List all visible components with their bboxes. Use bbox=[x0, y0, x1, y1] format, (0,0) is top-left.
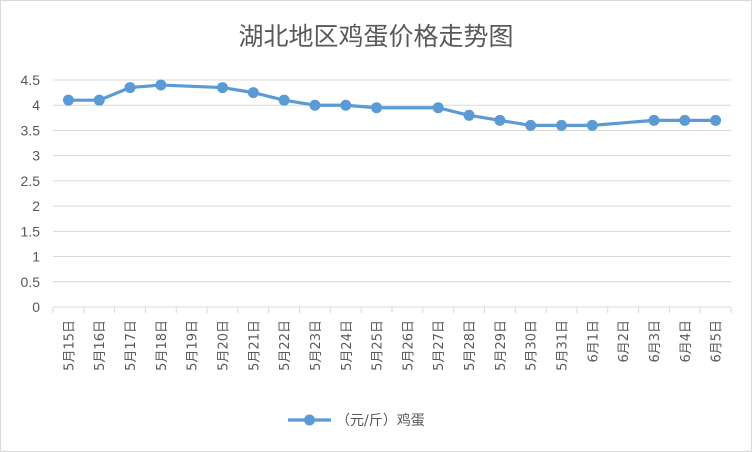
data-point-12 bbox=[432, 102, 444, 114]
data-point-3 bbox=[155, 79, 167, 91]
x-tick-label-0: 5月15日 bbox=[62, 320, 77, 371]
y-tick-label-5: 2.5 bbox=[21, 173, 41, 189]
chart-title: 湖北地区鸡蛋价格走势图 bbox=[238, 22, 513, 51]
y-tick-label-8: 4 bbox=[32, 97, 40, 113]
x-tick-label-11: 5月26日 bbox=[401, 320, 416, 371]
y-axis-ticks: 0 0.5 1 1.5 2 2.5 3 3.5 4 4.5 bbox=[21, 72, 41, 315]
legend: （元/斤）鸡蛋 bbox=[288, 412, 425, 429]
x-tick-label-10: 5月25日 bbox=[371, 320, 386, 371]
data-point-21 bbox=[710, 114, 722, 126]
data-point-17 bbox=[586, 119, 598, 131]
y-tick-label-7: 3.5 bbox=[21, 122, 41, 138]
x-tick-label-5: 5月20日 bbox=[217, 320, 232, 371]
x-tick-label-16: 5月31日 bbox=[556, 320, 571, 371]
x-tick-label-8: 5月23日 bbox=[309, 320, 324, 371]
data-point-6 bbox=[247, 87, 259, 99]
data-point-2 bbox=[124, 82, 136, 94]
data-point-9 bbox=[340, 99, 352, 111]
x-tick-label-19: 6月3日 bbox=[648, 320, 663, 363]
x-tick-label-18: 6月2日 bbox=[617, 320, 632, 363]
data-point-14 bbox=[494, 114, 506, 126]
x-tick-label-17: 6月1日 bbox=[586, 320, 601, 363]
x-tick-label-12: 5月27日 bbox=[432, 320, 447, 371]
data-point-10 bbox=[371, 102, 383, 114]
x-tick-label-4: 5月19日 bbox=[186, 320, 201, 371]
y-tick-label-9: 4.5 bbox=[21, 72, 41, 88]
x-axis: 5月15日 5月16日 5月17日 5月18日 5月19日 5月20日 5月21日 5月22日… bbox=[52, 307, 732, 371]
data-point-5 bbox=[217, 82, 228, 94]
data-point-8 bbox=[309, 99, 321, 111]
data-point-1 bbox=[93, 94, 105, 106]
legend-label-0: （元/斤）鸡蛋 bbox=[336, 412, 425, 429]
x-tick-label-20: 6月4日 bbox=[679, 320, 694, 363]
x-tick-label-2: 5月17日 bbox=[124, 320, 139, 371]
data-point-15 bbox=[525, 119, 537, 131]
data-point-13 bbox=[463, 109, 475, 121]
y-tick-label-4: 2 bbox=[32, 198, 40, 214]
series-layer bbox=[62, 79, 722, 131]
data-point-20 bbox=[679, 114, 691, 126]
x-tick-label-9: 5月24日 bbox=[340, 320, 355, 371]
y-tick-label-3: 1.5 bbox=[21, 223, 41, 239]
y-tick-label-6: 3 bbox=[32, 148, 40, 164]
y-tick-label-1: 0.5 bbox=[21, 274, 41, 290]
legend-marker-0 bbox=[304, 414, 315, 426]
y-tick-label-0: 0 bbox=[32, 299, 40, 315]
data-point-7 bbox=[278, 94, 290, 106]
x-tick-label-1: 5月16日 bbox=[93, 320, 108, 371]
x-tick-label-21: 6月5日 bbox=[710, 320, 725, 363]
x-tick-label-6: 5月21日 bbox=[247, 320, 262, 371]
data-point-19 bbox=[648, 114, 660, 126]
x-tick-label-3: 5月18日 bbox=[155, 320, 170, 371]
x-tick-label-14: 5月29日 bbox=[494, 320, 509, 371]
x-tick-label-7: 5月22日 bbox=[278, 320, 293, 371]
x-tick-label-15: 5月30日 bbox=[525, 320, 540, 371]
data-point-16 bbox=[556, 119, 567, 131]
gridlines bbox=[53, 79, 731, 308]
data-point-0 bbox=[62, 94, 74, 106]
y-tick-label-2: 1 bbox=[32, 249, 40, 265]
x-tick-label-13: 5月28日 bbox=[463, 320, 478, 371]
